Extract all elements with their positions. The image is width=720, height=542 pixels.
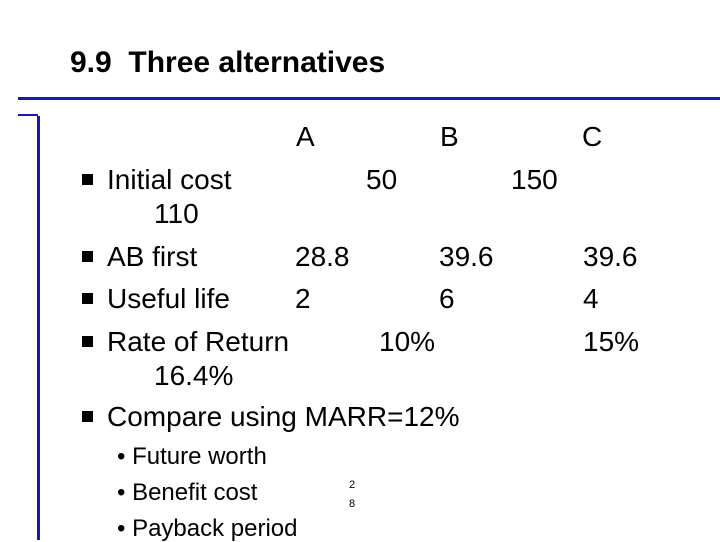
bullet-icon bbox=[82, 411, 93, 422]
row-ab-first-value-3: 39.6 bbox=[583, 241, 638, 272]
page-number-line-1: 2 bbox=[349, 479, 356, 491]
sub-bullet-benefit-cost: • Benefit cost bbox=[117, 479, 258, 506]
row-useful-life-value-3: 4 bbox=[583, 283, 599, 314]
bullet-icon bbox=[82, 174, 93, 185]
page-number-line-2: 8 bbox=[349, 498, 356, 510]
row-label-compare: Compare using MARR=12% bbox=[107, 401, 460, 432]
row-initial-cost-value-1: 50 bbox=[366, 164, 398, 195]
sub-bullet-payback-period: • Payback period bbox=[117, 515, 298, 542]
bullet-icon bbox=[82, 293, 93, 304]
left-rule-vertical bbox=[37, 116, 40, 540]
row-useful-life-value-2: 6 bbox=[439, 283, 455, 314]
row-label-useful-life: Useful life bbox=[107, 283, 230, 314]
row-rate-of-return-value-3: 16.4% bbox=[154, 360, 234, 391]
row-initial-cost-value-2: 150 bbox=[511, 164, 558, 195]
row-label-rate-of-return: Rate of Return bbox=[107, 326, 290, 357]
column-header-c: C bbox=[582, 121, 603, 152]
row-label-initial-cost: Initial cost bbox=[107, 164, 232, 195]
row-rate-of-return-value-1: 10% bbox=[379, 326, 436, 357]
row-ab-first-value-2: 39.6 bbox=[439, 241, 494, 272]
slide-title: 9.9 Three alternatives bbox=[70, 46, 386, 79]
title-rule-tick bbox=[18, 114, 38, 116]
bullet-icon bbox=[82, 251, 93, 262]
row-ab-first-value-1: 28.8 bbox=[295, 241, 350, 272]
bullet-icon bbox=[82, 336, 93, 347]
sub-bullet-future-worth: • Future worth bbox=[117, 443, 267, 470]
row-useful-life-value-1: 2 bbox=[295, 283, 311, 314]
row-label-ab-first: AB first bbox=[107, 241, 198, 272]
row-rate-of-return-value-2: 15% bbox=[583, 326, 640, 357]
column-header-b: B bbox=[440, 121, 459, 152]
title-rule-horizontal bbox=[18, 97, 720, 100]
row-initial-cost-value-3: 110 bbox=[154, 198, 199, 229]
column-header-a: A bbox=[296, 121, 315, 152]
